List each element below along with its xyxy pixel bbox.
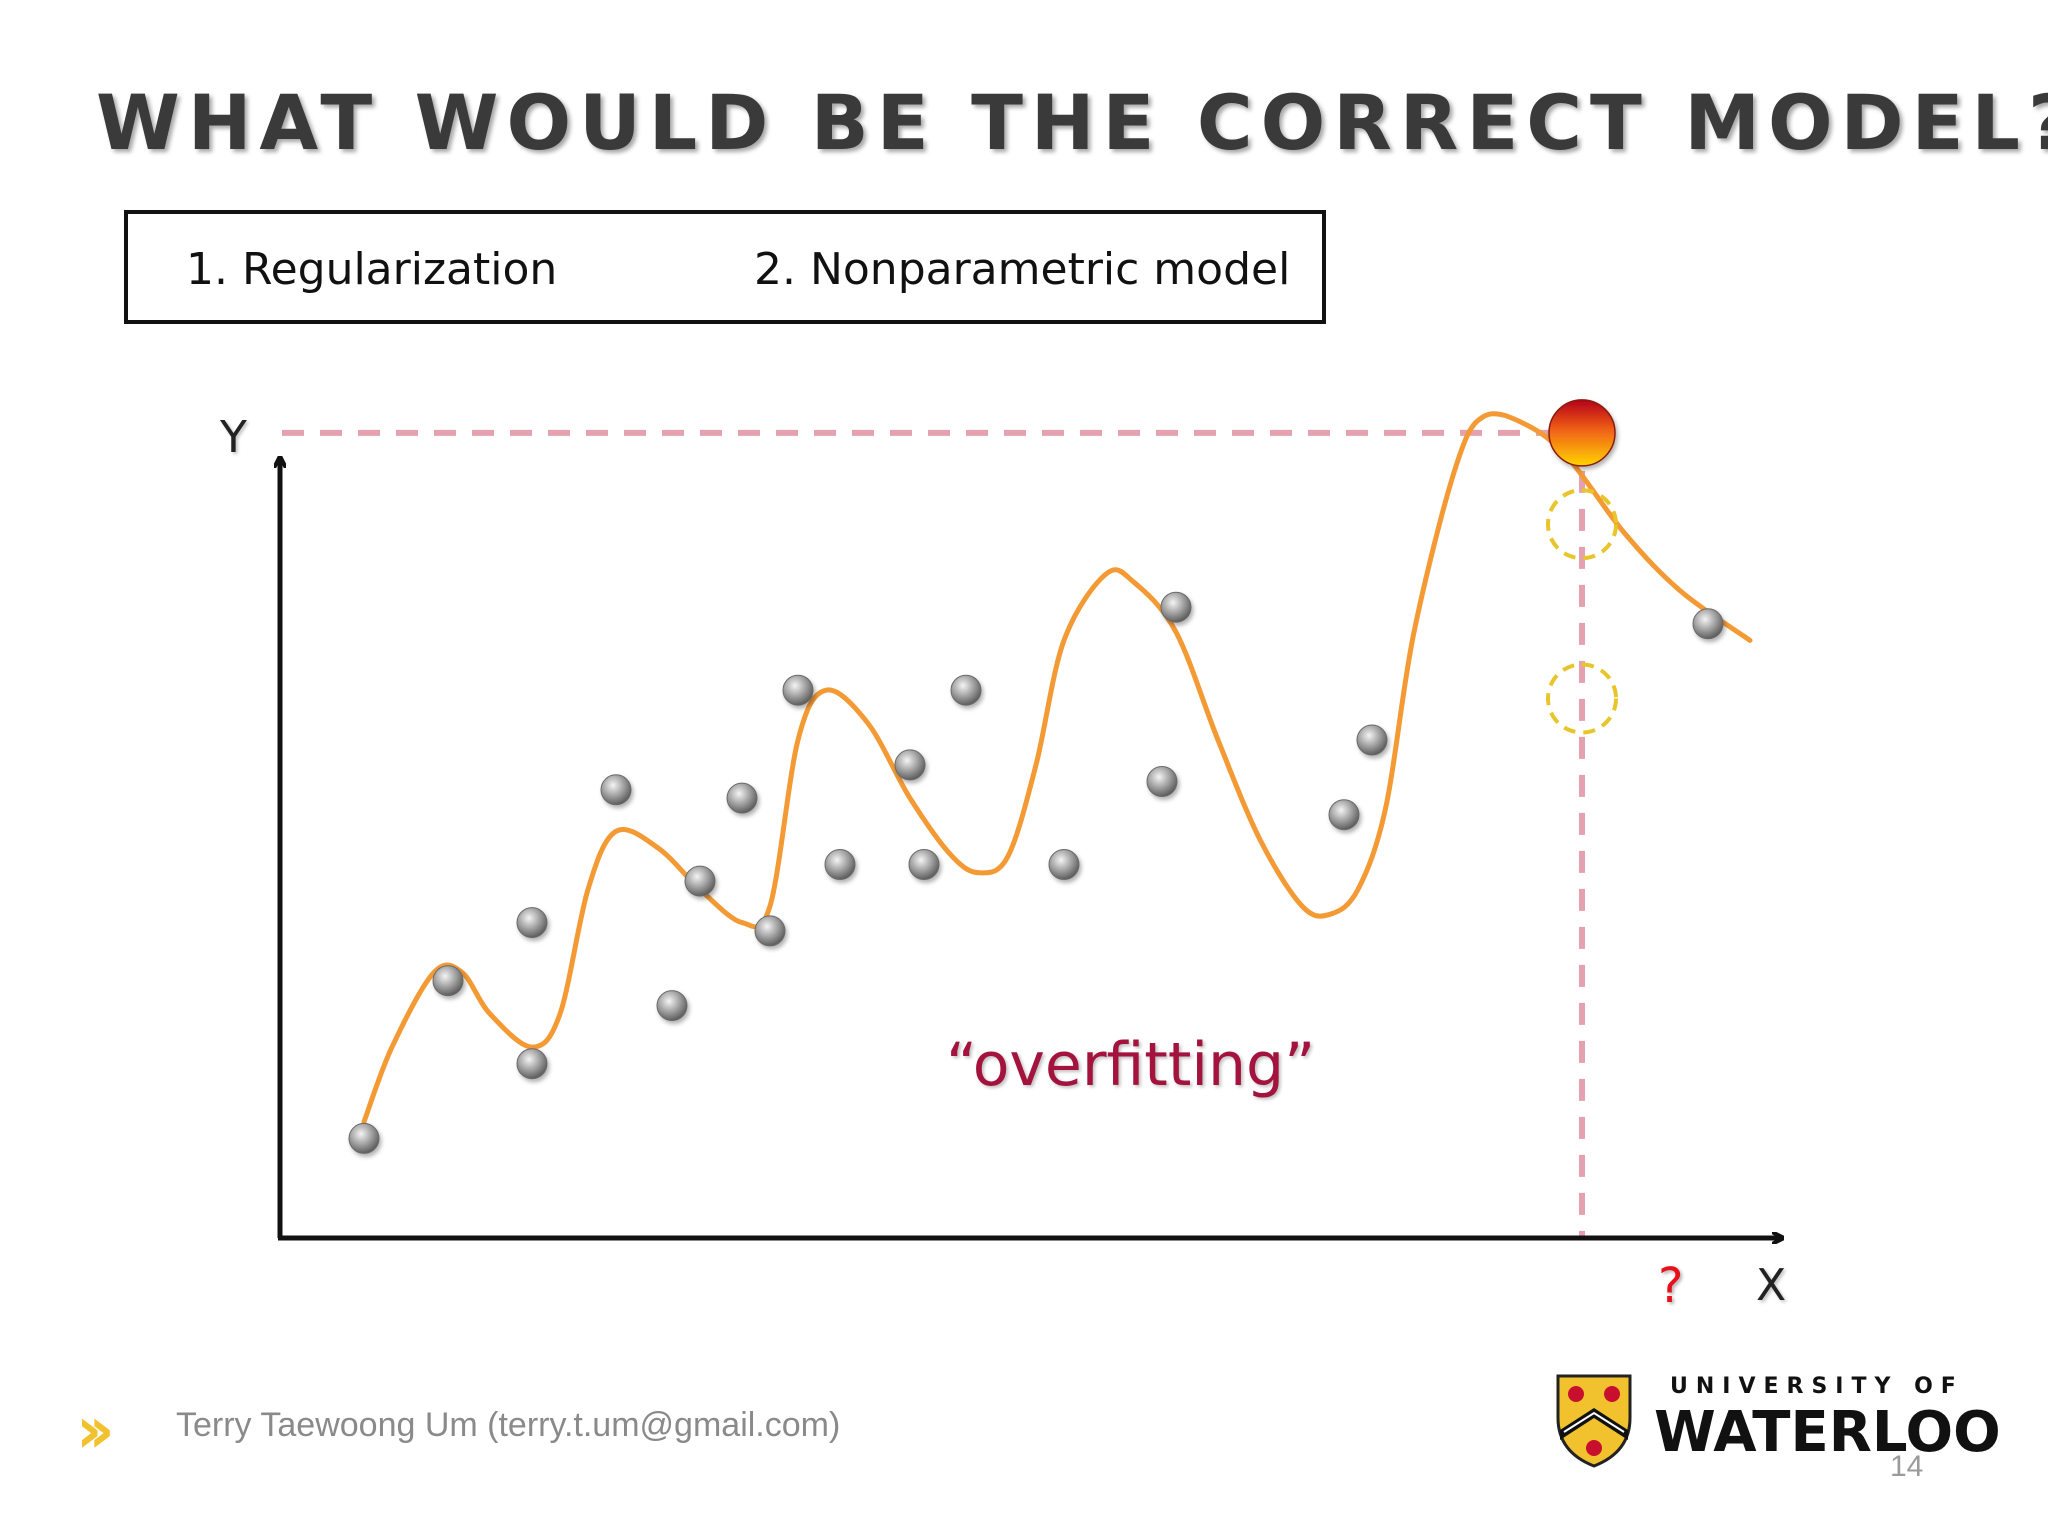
- data-point: [684, 865, 716, 897]
- footer-author: Terry Taewoong Um (terry.t.um@gmail.com): [176, 1406, 841, 1444]
- data-point: [824, 849, 856, 880]
- data-point: [516, 1048, 548, 1080]
- prediction-point: [1548, 399, 1616, 467]
- crest-icon: [1556, 1374, 1632, 1468]
- data-point: [894, 749, 926, 781]
- data-point: [348, 1122, 380, 1154]
- page-number: 14: [1890, 1450, 1924, 1483]
- data-point: [600, 774, 632, 806]
- x-axis-label: X: [1756, 1260, 1787, 1311]
- data-point: [1160, 591, 1192, 623]
- university-logo: UNIVERSITY OF WATERLOO: [1554, 1372, 2001, 1472]
- data-point: [656, 990, 688, 1022]
- overfitting-label: “overfitting”: [946, 1030, 1316, 1100]
- data-point: [1146, 766, 1178, 797]
- y-axis-label: Y: [220, 412, 247, 463]
- data-point: [782, 674, 814, 706]
- data-point: [1328, 799, 1360, 831]
- overfit-curve: [361, 411, 1753, 1125]
- data-point: [726, 782, 758, 814]
- data-point: [908, 849, 940, 880]
- data-point: [516, 907, 548, 939]
- data-point: [1356, 724, 1388, 756]
- options-box: 1. Regularization 2. Nonparametric model: [124, 210, 1326, 324]
- footer-chevron-icon: ››: [76, 1394, 115, 1468]
- slide-title: WHAT WOULD BE THE CORRECT MODEL?: [96, 78, 2048, 167]
- candidate-circle: [1546, 488, 1618, 561]
- candidate-circle: [1546, 662, 1618, 735]
- logo-line-2: WATERLOO: [1654, 1400, 2001, 1465]
- data-point: [1048, 849, 1080, 880]
- data-point: [432, 965, 464, 997]
- option-regularization: 1. Regularization: [186, 244, 558, 295]
- option-nonparametric: 2. Nonparametric model: [754, 244, 1291, 295]
- data-point: [754, 915, 786, 947]
- query-x-marker: ?: [1658, 1258, 1684, 1314]
- data-point: [950, 674, 982, 706]
- logo-line-1: UNIVERSITY OF: [1670, 1374, 1964, 1399]
- data-point: [1692, 608, 1724, 640]
